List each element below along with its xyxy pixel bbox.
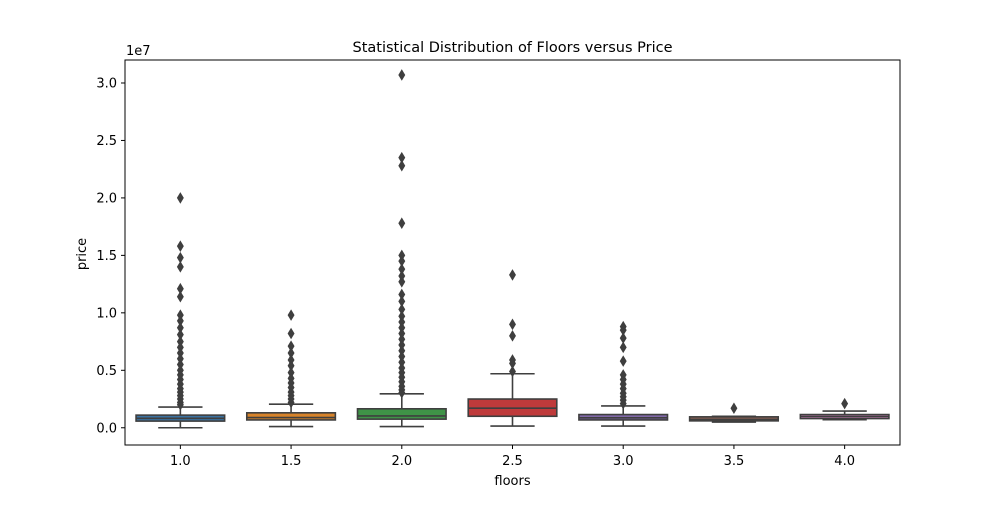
outlier-point xyxy=(730,402,738,415)
x-tick-label: 1.0 xyxy=(170,454,191,469)
y-tick-label: 2.5 xyxy=(96,134,117,149)
outlier-point xyxy=(509,269,516,281)
outlier-point xyxy=(398,159,406,172)
outlier-point xyxy=(287,327,295,340)
outlier-point xyxy=(287,396,295,409)
outlier-point xyxy=(176,261,184,273)
outlier-point xyxy=(841,397,849,410)
x-tick-label: 2.5 xyxy=(502,454,523,469)
box-body xyxy=(245,412,337,421)
outlier-point xyxy=(176,290,184,303)
x-tick-label: 3.5 xyxy=(724,454,745,469)
x-tick-label: 2.0 xyxy=(391,454,412,469)
y-axis-label: price xyxy=(75,238,90,270)
y-tick-label: 2.0 xyxy=(96,191,117,206)
x-tick-label: 3.0 xyxy=(613,454,634,469)
outlier-point xyxy=(176,240,184,252)
outlier-point xyxy=(287,309,295,321)
plot-frame xyxy=(124,59,901,446)
x-tick-label: 4.0 xyxy=(834,454,855,469)
outlier-point xyxy=(398,276,406,288)
outlier-point xyxy=(509,318,516,331)
y-tick-label: 0.5 xyxy=(96,364,117,379)
outlier-point xyxy=(619,341,627,354)
box-body xyxy=(356,407,447,420)
outlier-point xyxy=(176,192,184,204)
x-tick-label: 1.5 xyxy=(281,454,302,469)
y-tick-label: 1.5 xyxy=(96,249,117,264)
outlier-point xyxy=(619,397,627,410)
outlier-point xyxy=(176,398,184,411)
y-tick-label: 1.0 xyxy=(96,306,117,321)
outlier-point xyxy=(619,355,627,367)
y-tick-label: 0.0 xyxy=(96,421,117,436)
outlier-point xyxy=(398,217,406,229)
outlier-point xyxy=(509,365,516,378)
outlier-point xyxy=(398,69,406,81)
y-axis-offset-label: 1e7 xyxy=(126,44,151,59)
y-tick-label: 3.0 xyxy=(96,76,117,91)
plot-area: 0.0 0.5 1.0 1.5 2.0 2.5 3.0 1.0 1.5 2.0 2.5 3.0 3.5 4… xyxy=(96,59,901,469)
x-axis-label: floors xyxy=(494,474,530,489)
chart-title: Statistical Distribution of Floors versu… xyxy=(352,40,672,56)
outlier-point xyxy=(398,386,406,399)
outlier-point xyxy=(509,330,516,342)
